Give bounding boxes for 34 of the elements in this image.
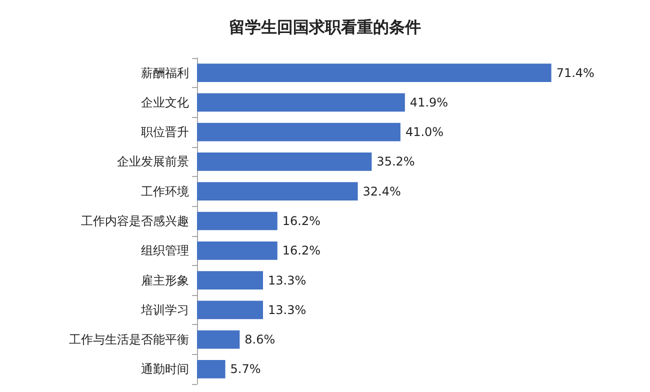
y-tick-label: 薪酬福利 [141,66,189,80]
bar [197,122,400,142]
bar [197,152,372,171]
data-label: 5.7% [230,362,261,376]
bar [197,360,226,378]
bar [197,212,278,230]
data-label: 13.3% [268,273,306,288]
y-tick-label: 通勤时间 [141,362,189,376]
data-label: 41.0% [405,125,444,140]
bar [197,330,240,349]
chart-title: 留学生回国求职看重的条件 [229,18,421,36]
y-tick-label: 工作环境 [141,184,189,198]
bar [197,241,278,260]
bar [197,182,358,201]
data-label: 8.6% [244,332,276,347]
bar [197,271,263,290]
y-tick-label: 组织管理 [141,244,189,258]
data-label: 16.2% [282,244,321,258]
data-label: 13.3% [268,302,306,317]
bar [197,93,405,112]
data-label: 32.4% [362,184,401,198]
bar [197,300,263,320]
y-tick-label: 企业发展前景 [117,154,189,169]
data-label: 71.4% [556,66,594,80]
data-label: 35.2% [376,154,415,169]
y-tick-label: 职位晋升 [141,125,189,140]
y-tick-label: 工作内容是否感兴趣 [81,214,189,228]
y-tick-label: 培训学习 [140,302,189,317]
y-tick-label: 雇主形象 [141,273,189,288]
y-tick-label: 企业文化 [141,95,189,110]
bar [197,64,552,82]
data-label: 41.9% [410,95,448,110]
data-label: 16.2% [282,214,321,228]
y-tick-label: 工作与生活是否能平衡 [69,332,189,347]
